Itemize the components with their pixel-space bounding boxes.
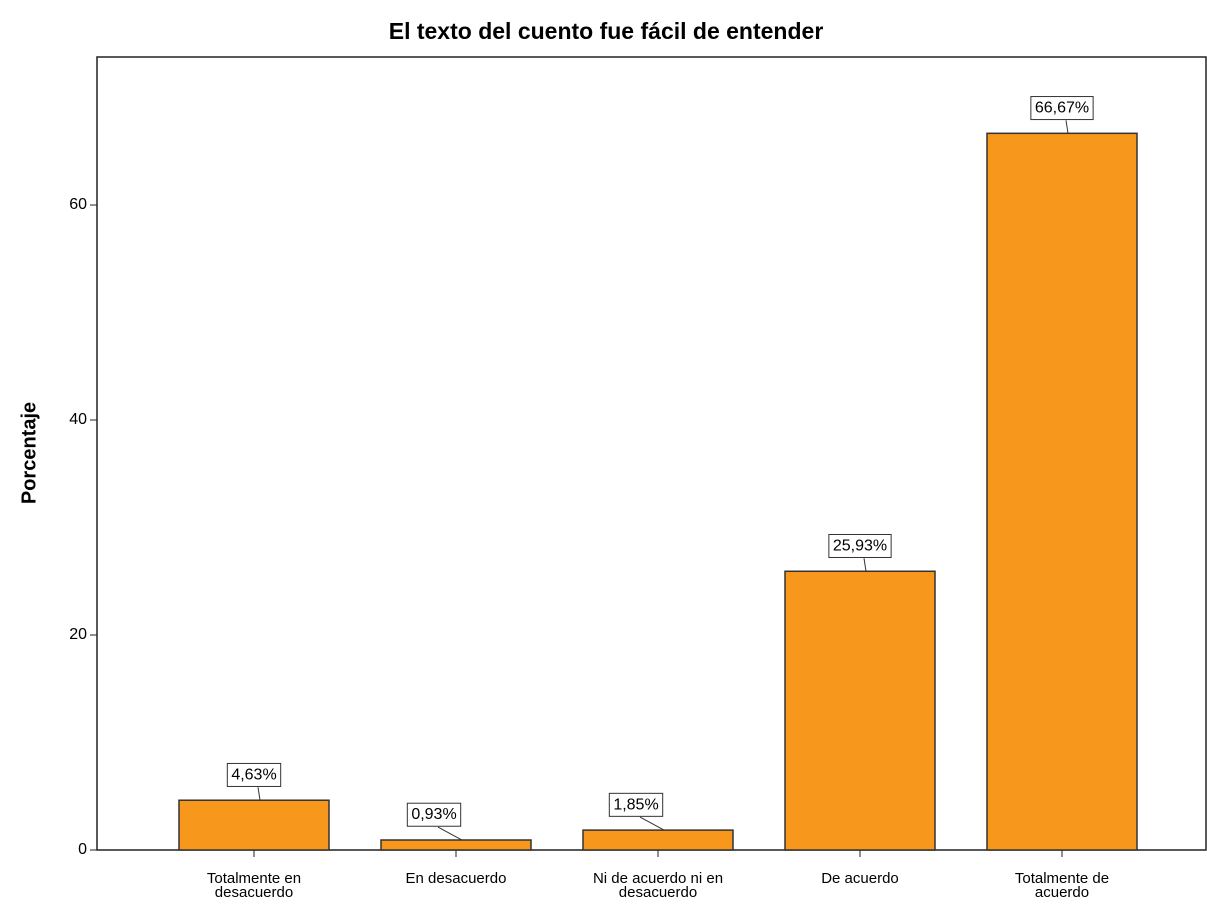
bar — [380, 839, 532, 851]
data-label: 1,85% — [613, 796, 658, 813]
label-leader — [437, 826, 463, 841]
bar — [784, 570, 936, 851]
label-leader — [257, 787, 261, 801]
data-label: 4,63% — [231, 766, 276, 783]
label-leader — [863, 558, 867, 572]
data-label: 66,67% — [1035, 100, 1089, 117]
data-label: 0,93% — [411, 806, 456, 823]
data-label-box — [608, 792, 664, 817]
label-leader — [1065, 120, 1069, 134]
x-tick-label: De acuerdo — [821, 870, 899, 887]
x-tick-label: Totalmente de acuerdo — [1014, 870, 1110, 901]
y-axis-label: Porcentaje — [18, 402, 40, 504]
label-leader — [639, 816, 665, 831]
chart-title: El texto del cuento fue fácil de entende… — [389, 18, 824, 44]
y-tick-label: 0 — [78, 841, 87, 858]
data-label: 25,93% — [833, 537, 887, 554]
bar — [986, 132, 1138, 851]
bar — [178, 799, 330, 851]
data-label-box — [828, 533, 892, 558]
data-label-box — [1030, 96, 1094, 121]
y-tick-label: 60 — [69, 196, 87, 213]
x-tick-label: Totalmente en desacuerdo — [206, 870, 302, 901]
data-label-box — [226, 762, 282, 787]
bar — [582, 829, 734, 851]
y-tick-label: 40 — [69, 411, 87, 428]
x-tick-label: Ni de acuerdo ni en desacuerdo — [592, 870, 724, 901]
data-label-box — [406, 802, 462, 827]
y-tick-label: 20 — [69, 626, 87, 643]
x-tick-label: En desacuerdo — [405, 870, 507, 887]
